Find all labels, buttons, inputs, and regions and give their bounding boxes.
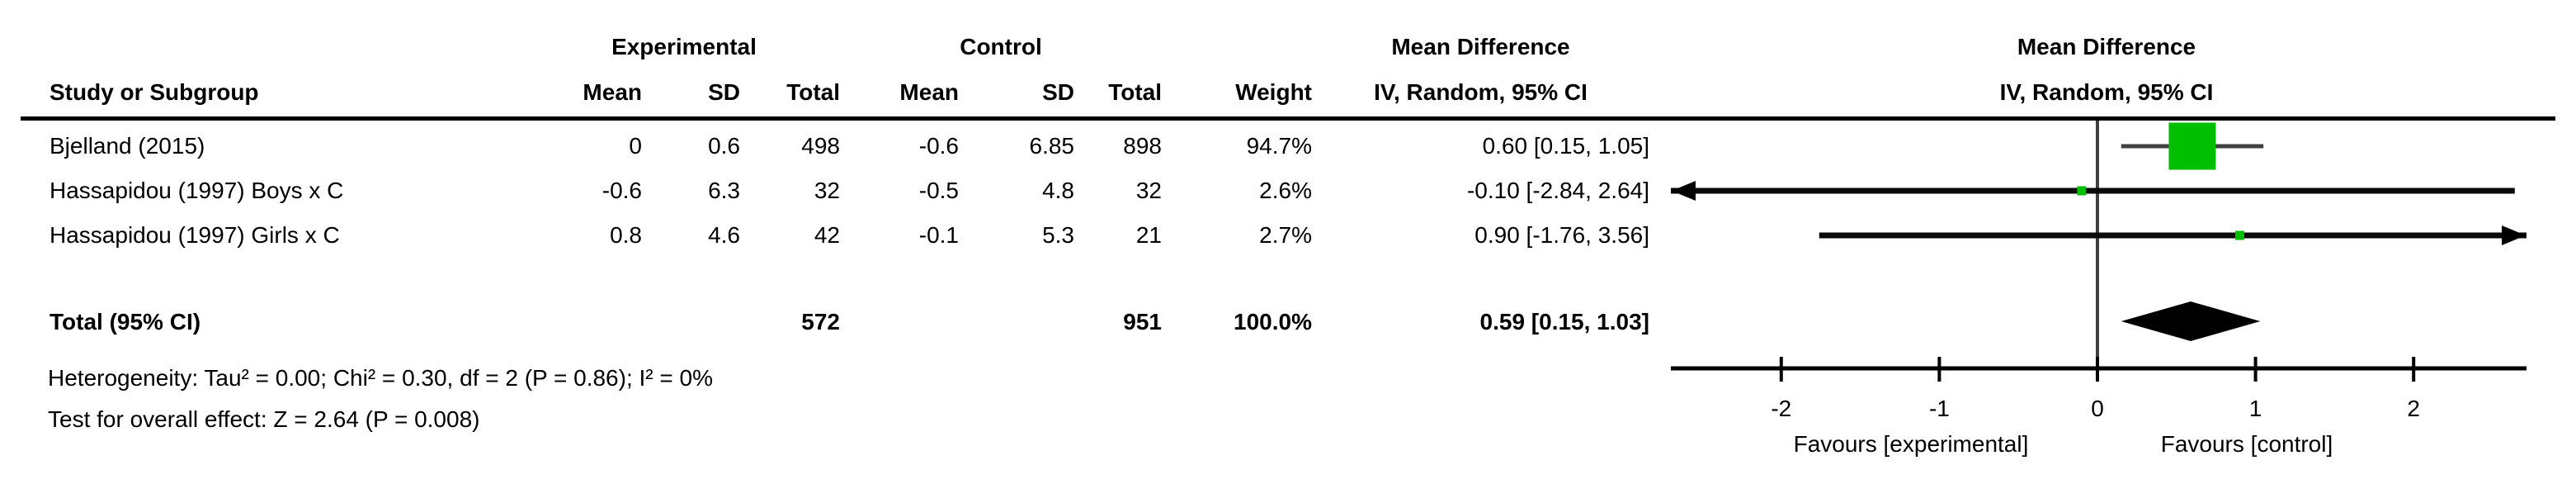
cell-exp-total: 42: [814, 222, 840, 248]
cell-md-ci: -0.10 [-2.84, 2.64]: [1466, 178, 1649, 203]
cell-md-ci: 0.90 [-1.76, 3.56]: [1474, 222, 1649, 248]
column-header-exp-mean: Mean: [583, 79, 642, 105]
weight-square: [2234, 230, 2244, 240]
overall-effect-note: Test for overall effect: Z = 2.64 (P = 0…: [48, 406, 480, 432]
axis-tick-label: -2: [1771, 396, 1791, 421]
cell-study: Bjelland (2015): [50, 133, 205, 159]
axis-tick-label: 2: [2407, 396, 2420, 421]
weight-square: [2077, 186, 2087, 196]
column-header-exp-sd: SD: [708, 79, 740, 105]
cell-weight: 100.0%: [1234, 309, 1312, 335]
column-header-iv-random: IV, Random, 95% CI: [1374, 79, 1588, 105]
column-header-row: Study or Subgroup Mean SD Total Mean SD …: [0, 74, 1649, 111]
summary-diamond: [2121, 301, 2261, 341]
cell-weight: 2.7%: [1259, 222, 1312, 248]
group-header-experimental: Experimental: [611, 34, 757, 59]
group-header-control: Control: [960, 34, 1042, 59]
column-header-ctl-sd: SD: [1042, 79, 1074, 105]
favours-right-label: Favours [control]: [2161, 431, 2333, 457]
column-header-ctl-total: Total: [1108, 79, 1162, 105]
cell-exp-mean: -0.6: [602, 178, 642, 203]
cell-ctl-total: 898: [1123, 133, 1162, 159]
header-rule: [21, 116, 2555, 121]
cell-total-label: Total (95% CI): [50, 309, 201, 335]
cell-exp-sd: 0.6: [708, 133, 740, 159]
group-header-row: Experimental Control Mean Difference: [0, 29, 1649, 65]
cell-exp-mean: 0.8: [610, 222, 642, 248]
cell-study: Hassapidou (1997) Boys x C: [50, 178, 344, 203]
cell-exp-total: 498: [801, 133, 840, 159]
cell-weight: 2.6%: [1259, 178, 1312, 203]
heterogeneity-note: Heterogeneity: Tau² = 0.00; Chi² = 0.30,…: [48, 365, 713, 391]
plot-shapes: [1671, 121, 2526, 382]
cell-weight: 94.7%: [1246, 133, 1312, 159]
weight-square: [2168, 122, 2216, 170]
cell-md-ci: 0.59 [0.15, 1.03]: [1479, 309, 1649, 335]
column-header-ctl-mean: Mean: [899, 79, 959, 105]
cell-ctl-total: 951: [1123, 309, 1162, 335]
cell-exp-sd: 4.6: [708, 222, 740, 248]
table-row: Hassapidou (1997) Girls x C 0.8 4.6 42 -…: [0, 217, 1649, 254]
cell-exp-total: 32: [814, 178, 840, 203]
column-header-exp-total: Total: [786, 79, 840, 105]
cell-study: Hassapidou (1997) Girls x C: [50, 222, 340, 248]
column-header-study: Study or Subgroup: [50, 79, 259, 105]
ci-left-arrow: [1672, 181, 1696, 201]
favours-left-label: Favours [experimental]: [1794, 431, 2029, 457]
cell-md-ci: 0.60 [0.15, 1.05]: [1482, 133, 1649, 159]
axis-tick-label: 1: [2249, 396, 2262, 421]
ci-right-arrow: [2502, 225, 2526, 245]
axis-tick-label: 0: [2091, 396, 2104, 421]
axis-tick-label: -1: [1929, 396, 1950, 421]
table-row: Bjelland (2015) 0 0.6 498 -0.6 6.85 898 …: [0, 128, 1649, 164]
cell-ctl-mean: -0.5: [918, 178, 959, 203]
cell-exp-mean: 0: [629, 133, 642, 159]
cell-ctl-total: 21: [1135, 222, 1162, 248]
plot-header-line1: Mean Difference: [2017, 34, 2196, 59]
cell-ctl-mean: -0.1: [918, 222, 959, 248]
cell-ctl-total: 32: [1135, 178, 1162, 203]
cell-ctl-sd: 5.3: [1042, 222, 1074, 248]
column-header-weight: Weight: [1235, 79, 1312, 105]
cell-ctl-sd: 4.8: [1042, 178, 1074, 203]
cell-ctl-sd: 6.85: [1029, 133, 1075, 159]
total-row: Total (95% CI) 572 951 100.0% 0.59 [0.15…: [0, 304, 1649, 340]
plot-header-line2: IV, Random, 95% CI: [1999, 79, 2214, 105]
cell-exp-total: 572: [801, 309, 840, 335]
group-header-mean-difference: Mean Difference: [1391, 34, 1570, 59]
cell-exp-sd: 6.3: [708, 178, 740, 203]
table-row: Hassapidou (1997) Boys x C -0.6 6.3 32 -…: [0, 173, 1649, 209]
cell-ctl-mean: -0.6: [918, 133, 959, 159]
